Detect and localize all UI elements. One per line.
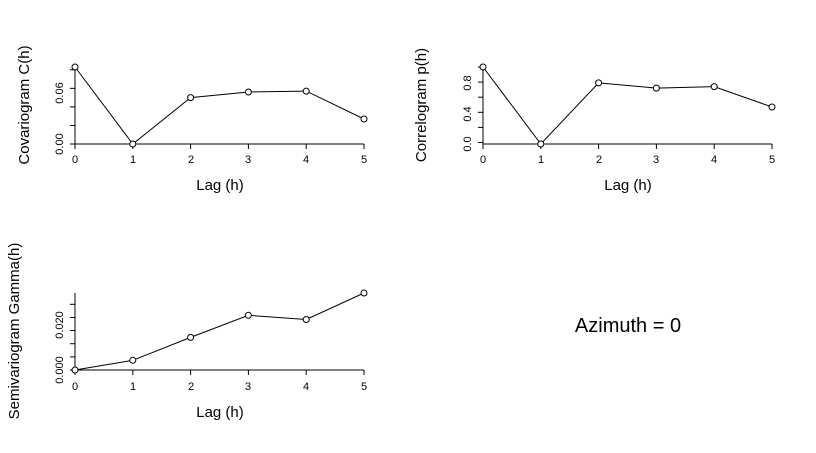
y-tick-label: 0.00: [54, 133, 66, 154]
x-tick-label: 1: [130, 154, 136, 166]
x-tick-label: 2: [596, 154, 602, 166]
x-tick-labels: 0 1 2 3 4 5: [72, 154, 367, 166]
x-tick-label: 3: [245, 381, 251, 393]
data-point: [129, 140, 137, 148]
data-point: [652, 84, 660, 92]
y-axis-title: Semivariogram Gamma(h): [6, 243, 23, 420]
x-axis-title: Lag (h): [196, 177, 244, 194]
x-tick-label: 4: [303, 381, 309, 393]
data-point: [302, 316, 310, 323]
x-tick-label: 1: [130, 381, 136, 393]
data-point: [537, 140, 545, 148]
y-axis-title: Covariogram C(h): [16, 45, 33, 164]
x-tick-label: 5: [361, 381, 367, 393]
x-tick-label: 1: [538, 154, 544, 166]
data-point: [71, 366, 79, 374]
x-tick-label: 3: [245, 154, 251, 166]
x-tick-label: 4: [711, 154, 717, 166]
x-axis-title: Lag (h): [604, 177, 652, 194]
data-point: [360, 115, 368, 123]
x-tick-labels: 0 1 2 3 4 5: [480, 154, 775, 166]
x-tick-label: 2: [188, 381, 194, 393]
data-point: [710, 83, 718, 91]
data-point: [187, 94, 195, 102]
x-tick-label: 5: [361, 154, 367, 166]
panel-semivariogram: 0 1 2 3 4 5 0.000 0.020 Lag (h) Semivari…: [6, 243, 368, 421]
y-tick-label: 0.06: [54, 82, 66, 103]
data-point: [302, 87, 310, 95]
data-point: [595, 79, 603, 87]
y-tick-labels: 0.0 0.4 0.8: [462, 75, 474, 151]
panel-annotation: Azimuth = 0: [575, 315, 681, 337]
y-tick-label: 0.0: [462, 136, 474, 151]
x-ticks: [482, 144, 773, 149]
x-tick-label: 3: [653, 154, 659, 166]
x-tick-label: 0: [480, 154, 486, 166]
y-tick-label: 0.8: [462, 75, 474, 90]
data-series: [71, 289, 368, 374]
data-point: [71, 63, 79, 71]
y-tick-label: 0.4: [462, 106, 474, 121]
y-tick-label: 0.000: [54, 356, 66, 384]
y-tick-labels: 0.00 0.06: [54, 82, 66, 154]
x-tick-label: 0: [72, 154, 78, 166]
data-point: [129, 356, 137, 364]
data-point: [479, 63, 487, 71]
series-line: [74, 66, 365, 145]
data-point: [768, 103, 776, 111]
y-tick-label: 0.020: [54, 311, 66, 339]
series-line: [74, 292, 365, 371]
data-point: [360, 289, 368, 297]
series-line: [482, 66, 773, 145]
data-point: [244, 88, 252, 96]
x-tick-label: 2: [188, 154, 194, 166]
y-tick-labels: 0.000 0.020: [54, 311, 66, 384]
x-tick-labels: 0 1 2 3 4 5: [72, 381, 367, 393]
x-axis-title: Lag (h): [196, 404, 244, 421]
data-point: [244, 311, 252, 319]
x-tick-label: 0: [72, 381, 78, 393]
data-point: [187, 333, 195, 341]
panel-covariogram: 0 1 2 3 4 5 0.00 0.06 Lag (h) Covariogra…: [16, 45, 368, 194]
x-tick-label: 5: [769, 154, 775, 166]
azimuth-annotation: Azimuth = 0: [575, 315, 681, 337]
data-series: [71, 63, 368, 148]
x-tick-label: 4: [303, 154, 309, 166]
data-series: [479, 63, 776, 148]
y-axis-title: Correlogram p(h): [413, 48, 430, 162]
panel-correlogram: 0 1 2 3 4 5 0.0 0.4 0.8 Lag (h) Correlog…: [413, 48, 776, 194]
